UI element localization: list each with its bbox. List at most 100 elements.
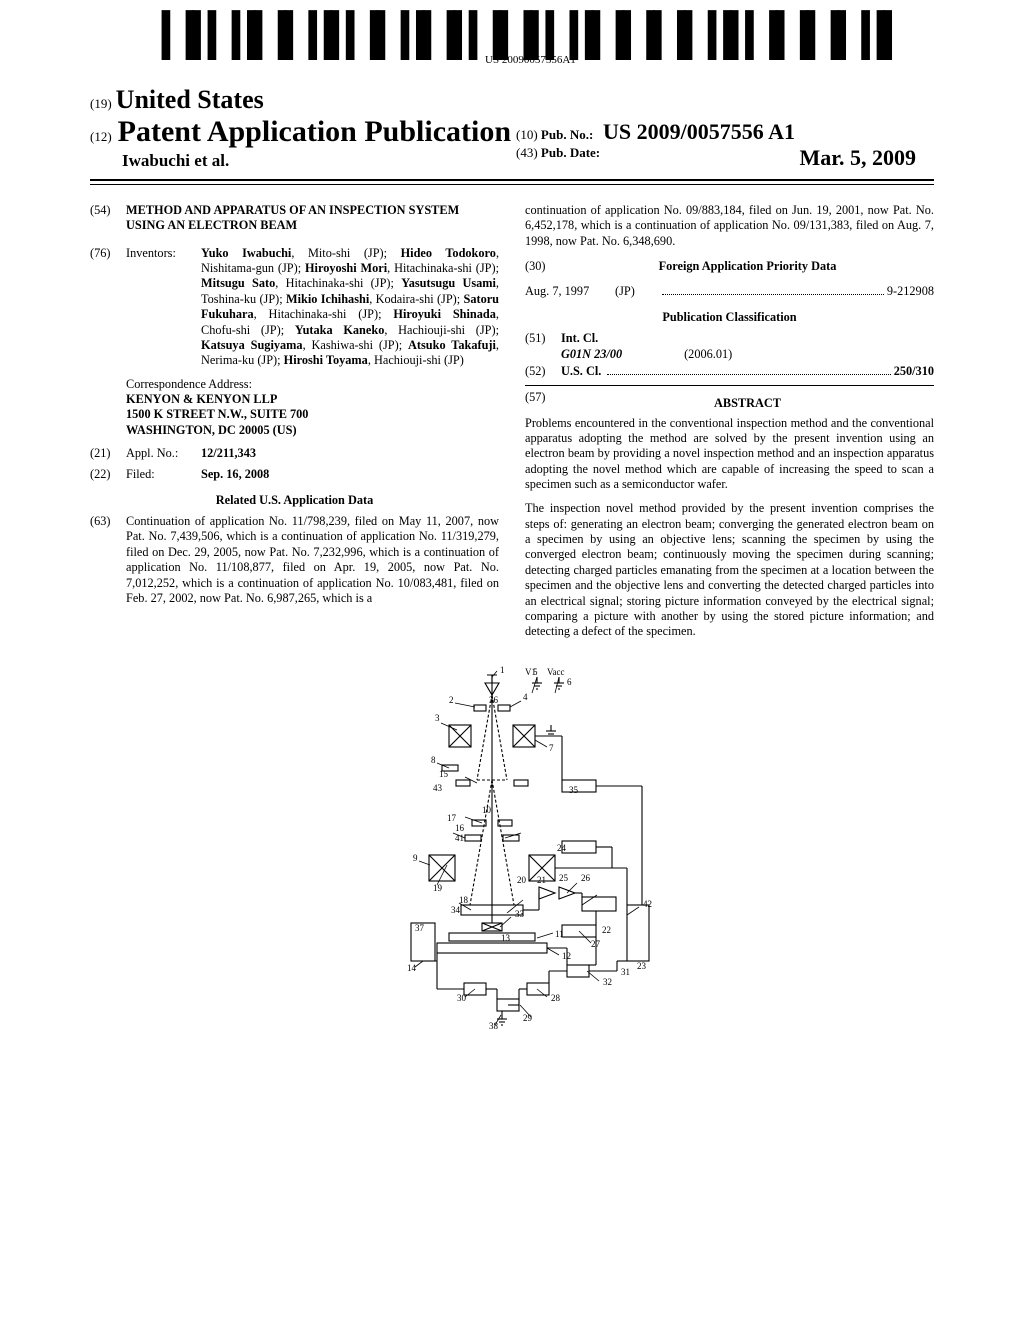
- field-63-continuation: continuation of application No. 09/883,1…: [525, 203, 934, 249]
- pub-date-label: Pub. Date:: [541, 145, 600, 160]
- svg-text:20: 20: [517, 875, 527, 885]
- rule-thin: [90, 184, 934, 185]
- field-51-code: (51): [525, 331, 561, 362]
- svg-text:16: 16: [455, 823, 465, 833]
- svg-text:28: 28: [551, 993, 561, 1003]
- field-21-value: 12/211,343: [201, 446, 499, 461]
- field-63-code: (63): [90, 514, 126, 606]
- field-22-value: Sep. 16, 2008: [201, 467, 499, 482]
- svg-text:8: 8: [431, 755, 436, 765]
- field-51-class: G01N 23/00: [561, 347, 681, 362]
- svg-text:32: 32: [603, 977, 612, 987]
- svg-text:31: 31: [621, 967, 630, 977]
- correspondence-block: Correspondence Address: KENYON & KENYON …: [126, 377, 499, 438]
- pub-no-label: Pub. No.:: [541, 127, 593, 142]
- svg-text:6: 6: [567, 677, 572, 687]
- field-54-code: (54): [90, 203, 126, 234]
- svg-text:21: 21: [537, 875, 546, 885]
- country-code: (19): [90, 96, 112, 111]
- foreign-app-no: 9-212908: [887, 284, 934, 299]
- svg-text:19: 19: [433, 883, 443, 893]
- field-52-value: 250/310: [894, 364, 934, 379]
- field-54-title: METHOD AND APPARATUS OF AN INSPECTION SY…: [126, 203, 499, 234]
- pub-title: Patent Application Publication: [118, 115, 511, 149]
- svg-text:11: 11: [555, 929, 564, 939]
- svg-text:26: 26: [581, 873, 591, 883]
- field-52-code: (52): [525, 364, 561, 379]
- correspondence-label: Correspondence Address:: [126, 377, 499, 392]
- rule-thick: [90, 179, 934, 181]
- pub-date-row: (43) Pub. Date: Mar. 5, 2009: [516, 145, 914, 161]
- svg-text:33: 33: [515, 909, 525, 919]
- svg-text:18: 18: [459, 895, 469, 905]
- field-22-code: (22): [90, 467, 126, 482]
- field-63-text: Continuation of application No. 11/798,2…: [126, 514, 499, 606]
- svg-text:24: 24: [557, 843, 567, 853]
- field-51-body: Int. Cl. G01N 23/00 (2006.01): [561, 331, 934, 362]
- svg-text:36: 36: [489, 695, 499, 705]
- svg-text:41: 41: [455, 833, 464, 843]
- foreign-priority-row: Aug. 7, 1997 (JP) 9-212908: [525, 284, 934, 299]
- svg-text:17: 17: [447, 813, 457, 823]
- field-30-code: (30): [525, 259, 561, 280]
- related-title: Related U.S. Application Data: [90, 493, 499, 508]
- barcode-block: ▌▐▌▌▐▐▌▐▌▐▐▌▌▐▌▐▐▌▐▌▌▐▌▐▌▌▐▐▌▐▌▐▌▐▌▐▐▌▌▐…: [162, 28, 899, 66]
- field-57-header: (57) ABSTRACT: [525, 390, 934, 415]
- svg-text:42: 42: [643, 899, 652, 909]
- svg-text:12: 12: [562, 951, 571, 961]
- field-51-label: Int. Cl.: [561, 331, 934, 346]
- correspondence-line-1: KENYON & KENYON LLP: [126, 392, 499, 407]
- svg-text:3: 3: [435, 713, 440, 723]
- left-column: (54) METHOD AND APPARATUS OF AN INSPECTI…: [90, 203, 499, 649]
- country-line: (19) United States: [90, 85, 934, 115]
- svg-text:Vacc: Vacc: [547, 667, 565, 677]
- classification-title: Publication Classification: [525, 310, 934, 325]
- field-63: (63) Continuation of application No. 11/…: [90, 514, 499, 606]
- field-51-year: (2006.01): [684, 347, 732, 361]
- svg-text:1: 1: [500, 665, 505, 675]
- field-52: (52) U.S. Cl. 250/310: [525, 364, 934, 379]
- svg-text:2: 2: [449, 695, 454, 705]
- svg-text:35: 35: [569, 785, 579, 795]
- svg-text:4: 4: [523, 692, 528, 702]
- field-21-label: Appl. No.:: [126, 446, 201, 461]
- field-21-code: (21): [90, 446, 126, 461]
- pub-date-code: (43): [516, 145, 538, 160]
- correspondence-line-2: 1500 K STREET N.W., SUITE 700: [126, 407, 499, 422]
- field-76: (76) Inventors: Yuko Iwabuchi, Mito-shi …: [90, 246, 499, 369]
- svg-text:29: 29: [523, 1013, 533, 1023]
- abstract-heading: ABSTRACT: [561, 396, 934, 411]
- svg-text:14: 14: [407, 963, 417, 973]
- svg-text:23: 23: [637, 961, 647, 971]
- country-name: United States: [116, 85, 264, 114]
- dot-leader-2: [607, 374, 890, 375]
- pub-no: US 2009/0057556 A1: [603, 119, 795, 144]
- field-51-class-row: G01N 23/00 (2006.01): [561, 347, 934, 362]
- svg-text:30: 30: [457, 993, 467, 1003]
- svg-text:9: 9: [413, 853, 418, 863]
- svg-text:25: 25: [559, 873, 569, 883]
- inventors-list: Yuko Iwabuchi, Mito-shi (JP); Hideo Todo…: [201, 246, 499, 369]
- svg-text:13: 13: [501, 933, 511, 943]
- svg-text:15: 15: [439, 769, 449, 779]
- field-30-title: Foreign Application Priority Data: [561, 259, 934, 274]
- header-right: (10) Pub. No.: US 2009/0057556 A1 (43) P…: [516, 119, 914, 171]
- figure: 123 456 789 101112 131415 161718 192021 …: [90, 665, 934, 1040]
- svg-text:27: 27: [591, 939, 601, 949]
- pub-no-code: (10): [516, 127, 538, 142]
- figure-svg: 123 456 789 101112 131415 161718 192021 …: [337, 665, 687, 1035]
- field-21: (21) Appl. No.: 12/211,343: [90, 446, 499, 461]
- barcode-graphic: ▌▐▌▌▐▐▌▐▌▐▐▌▌▐▌▐▐▌▐▌▌▐▌▐▌▌▐▐▌▐▌▐▌▐▌▐▐▌▌▐…: [162, 24, 899, 49]
- rule-thin-2: [525, 385, 934, 386]
- foreign-country: (JP): [615, 284, 659, 299]
- field-57-code: (57): [525, 390, 561, 415]
- abstract-p2: The inspection novel method provided by …: [525, 501, 934, 639]
- svg-text:37: 37: [415, 923, 425, 933]
- svg-text:34: 34: [451, 905, 461, 915]
- pub-no-row: (10) Pub. No.: US 2009/0057556 A1: [516, 119, 914, 145]
- svg-text:7: 7: [549, 743, 554, 753]
- field-51: (51) Int. Cl. G01N 23/00 (2006.01): [525, 331, 934, 362]
- foreign-date: Aug. 7, 1997: [525, 284, 615, 299]
- field-76-code: (76): [90, 246, 126, 369]
- abstract-p1: Problems encountered in the conventional…: [525, 416, 934, 493]
